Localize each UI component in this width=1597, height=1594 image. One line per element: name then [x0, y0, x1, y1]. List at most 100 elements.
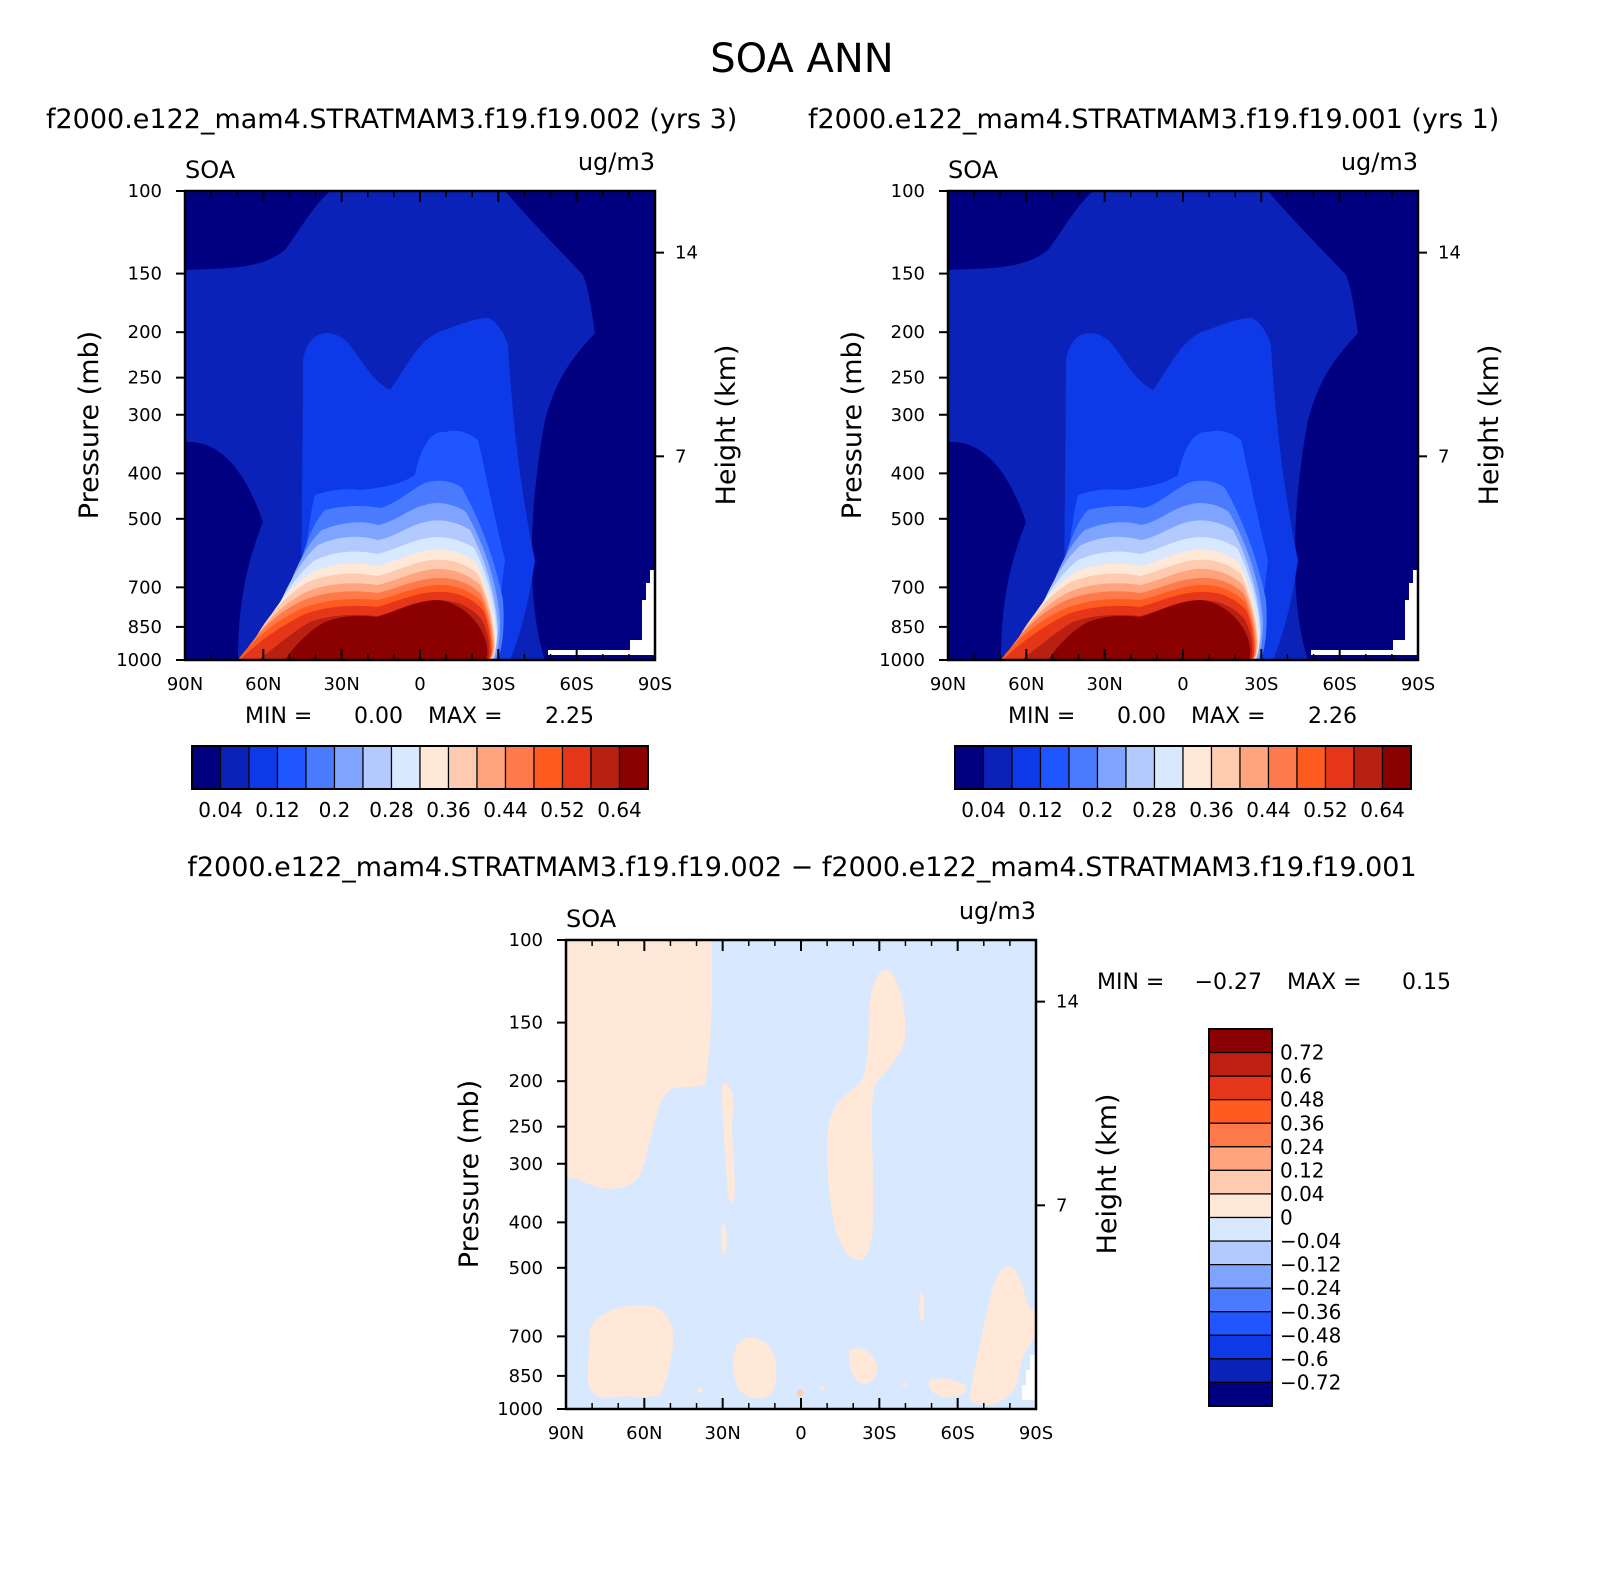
panel-variable-label: SOA — [566, 905, 617, 933]
y-tick-label: 500 — [891, 509, 925, 530]
colorbar-swatch — [954, 745, 985, 790]
positive-speck — [627, 1389, 633, 1395]
axes: 90N 60N 30N 0 30S 60S 90S 100 150 200 250 300 400 500… — [497, 930, 1079, 1444]
colorbar-swatch — [1039, 745, 1070, 790]
contour-level-16 — [1048, 600, 1251, 660]
colorbar-swatch — [1267, 745, 1298, 790]
y-tick-label: 200 — [891, 322, 925, 343]
x-tick-label: 30N — [704, 1423, 740, 1444]
positive-region — [919, 1292, 925, 1321]
panel-units-label: ug/m3 — [1341, 148, 1418, 176]
figure-title: SOA ANN — [710, 36, 893, 82]
case-title-right: f2000.e122_mam4.STRATMAM3.f19.f19.001 (y… — [808, 104, 1499, 135]
colorbar-swatch — [982, 745, 1013, 790]
x-tick-label: 60S — [559, 674, 593, 695]
y-tick-label: 100 — [128, 181, 162, 202]
colorbar: 0.720.60.480.360.240.120.040−0.04−0.12−0… — [1208, 1028, 1341, 1407]
colorbar-frame — [1208, 1028, 1273, 1407]
positive-region — [848, 1348, 878, 1385]
panel-case-002: 90N 60N 30N 0 30S 60S 90S 100 150 200 250 300 400 500… — [74, 148, 742, 822]
contour-field — [185, 191, 655, 660]
y-tick-label: 500 — [509, 1258, 543, 1279]
x-tick-label: 0 — [414, 674, 425, 695]
colorbar-label: −0.6 — [1280, 1347, 1329, 1371]
y-tick-label: 700 — [891, 577, 925, 598]
colorbar: 0.04 0.12 0.2 0.28 0.36 0.44 0.52 0.64 — [191, 745, 649, 822]
x-tick-label: 90S — [1019, 1423, 1053, 1444]
min-label: MIN = — [245, 704, 312, 729]
colorbar-label: 0.04 — [961, 798, 1006, 822]
colorbar-label: 0.2 — [319, 798, 351, 822]
y-right-tick-label: 7 — [1438, 446, 1449, 467]
min-label: MIN = — [1008, 704, 1075, 729]
y-right-tick-label: 14 — [1438, 243, 1461, 264]
case-title-left: f2000.e122_mam4.STRATMAM3.f19.f19.002 (y… — [46, 104, 737, 135]
colorbar-label: −0.04 — [1280, 1229, 1341, 1253]
colorbar-label: −0.24 — [1280, 1276, 1341, 1300]
x-tick-label: 30S — [481, 674, 515, 695]
x-tick-label: 90N — [167, 674, 203, 695]
colorbar-swatch — [1208, 1287, 1273, 1313]
colorbar-swatch — [1125, 745, 1156, 790]
y-tick-label: 150 — [891, 264, 925, 285]
colorbar-label: −0.72 — [1280, 1370, 1341, 1394]
panel-units-label: ug/m3 — [578, 148, 655, 176]
y-tick-label: 400 — [509, 1212, 543, 1233]
colorbar-label: 0.12 — [255, 798, 300, 822]
x-tick-label: 60S — [1322, 674, 1356, 695]
colorbar-swatch — [305, 745, 336, 790]
colorbar-label: 0.04 — [198, 798, 243, 822]
colorbar-swatch — [618, 745, 649, 790]
colorbar-swatch — [1208, 1240, 1273, 1266]
colorbar-swatch — [1208, 1075, 1273, 1101]
colorbar-swatch — [219, 745, 250, 790]
y-tick-label: 250 — [891, 368, 925, 389]
contour-level-16 — [285, 600, 488, 660]
colorbar-label: 0.28 — [369, 798, 414, 822]
y-tick-label: 150 — [509, 1013, 543, 1034]
x-tick-label: 60N — [1008, 674, 1044, 695]
colorbar-swatch — [1153, 745, 1184, 790]
y-tick-label: 250 — [128, 368, 162, 389]
colorbar-swatch — [1210, 745, 1241, 790]
colorbar-label: 0.28 — [1132, 798, 1177, 822]
colorbar: 0.04 0.12 0.2 0.28 0.36 0.44 0.52 0.64 — [954, 745, 1412, 822]
colorbar-label: 0.44 — [1246, 798, 1291, 822]
colorbar-label: 0.52 — [540, 798, 585, 822]
colorbar-swatch — [476, 745, 507, 790]
colorbar-swatch — [561, 745, 592, 790]
colorbar-swatch — [1208, 1358, 1273, 1384]
y-tick-label: 200 — [509, 1071, 543, 1092]
min-value: −0.27 — [1195, 970, 1262, 995]
colorbar-swatch — [447, 745, 478, 790]
colorbar-label: 0.36 — [426, 798, 471, 822]
positive-region — [566, 940, 713, 1189]
axes: 90N 60N 30N 0 30S 60S 90S 100 150 200 250 300 400 500… — [116, 181, 698, 695]
colorbar-label: 0 — [1280, 1206, 1293, 1230]
y-tick-label: 300 — [891, 405, 925, 426]
panel-units-label: ug/m3 — [959, 897, 1036, 925]
colorbar-swatch — [419, 745, 450, 790]
x-tick-label: 30N — [1086, 674, 1122, 695]
y-tick-label: 850 — [891, 617, 925, 638]
colorbar-swatch — [390, 745, 421, 790]
y-tick-label: 400 — [128, 463, 162, 484]
colorbar-swatch — [1208, 1334, 1273, 1360]
colorbar-swatch — [533, 745, 564, 790]
positive-region — [733, 1337, 777, 1399]
x-tick-label: 90S — [1401, 674, 1435, 695]
y-tick-label: 200 — [128, 322, 162, 343]
colorbar-swatch — [590, 745, 621, 790]
colorbar-swatch — [1208, 1051, 1273, 1077]
colorbar-swatch — [1353, 745, 1384, 790]
y-axis-title: Pressure (mb) — [454, 1080, 485, 1268]
colorbar-swatch — [248, 745, 279, 790]
colorbar-label: −0.48 — [1280, 1323, 1341, 1347]
colorbar-swatch — [1011, 745, 1042, 790]
colorbar-swatch — [1324, 745, 1355, 790]
colorbar-swatch — [504, 745, 535, 790]
x-tick-label: 30S — [862, 1423, 896, 1444]
y-axis-right-title: Height (km) — [711, 345, 742, 506]
colorbar-swatch — [1208, 1193, 1273, 1219]
colorbar-label: 0.72 — [1280, 1041, 1325, 1065]
